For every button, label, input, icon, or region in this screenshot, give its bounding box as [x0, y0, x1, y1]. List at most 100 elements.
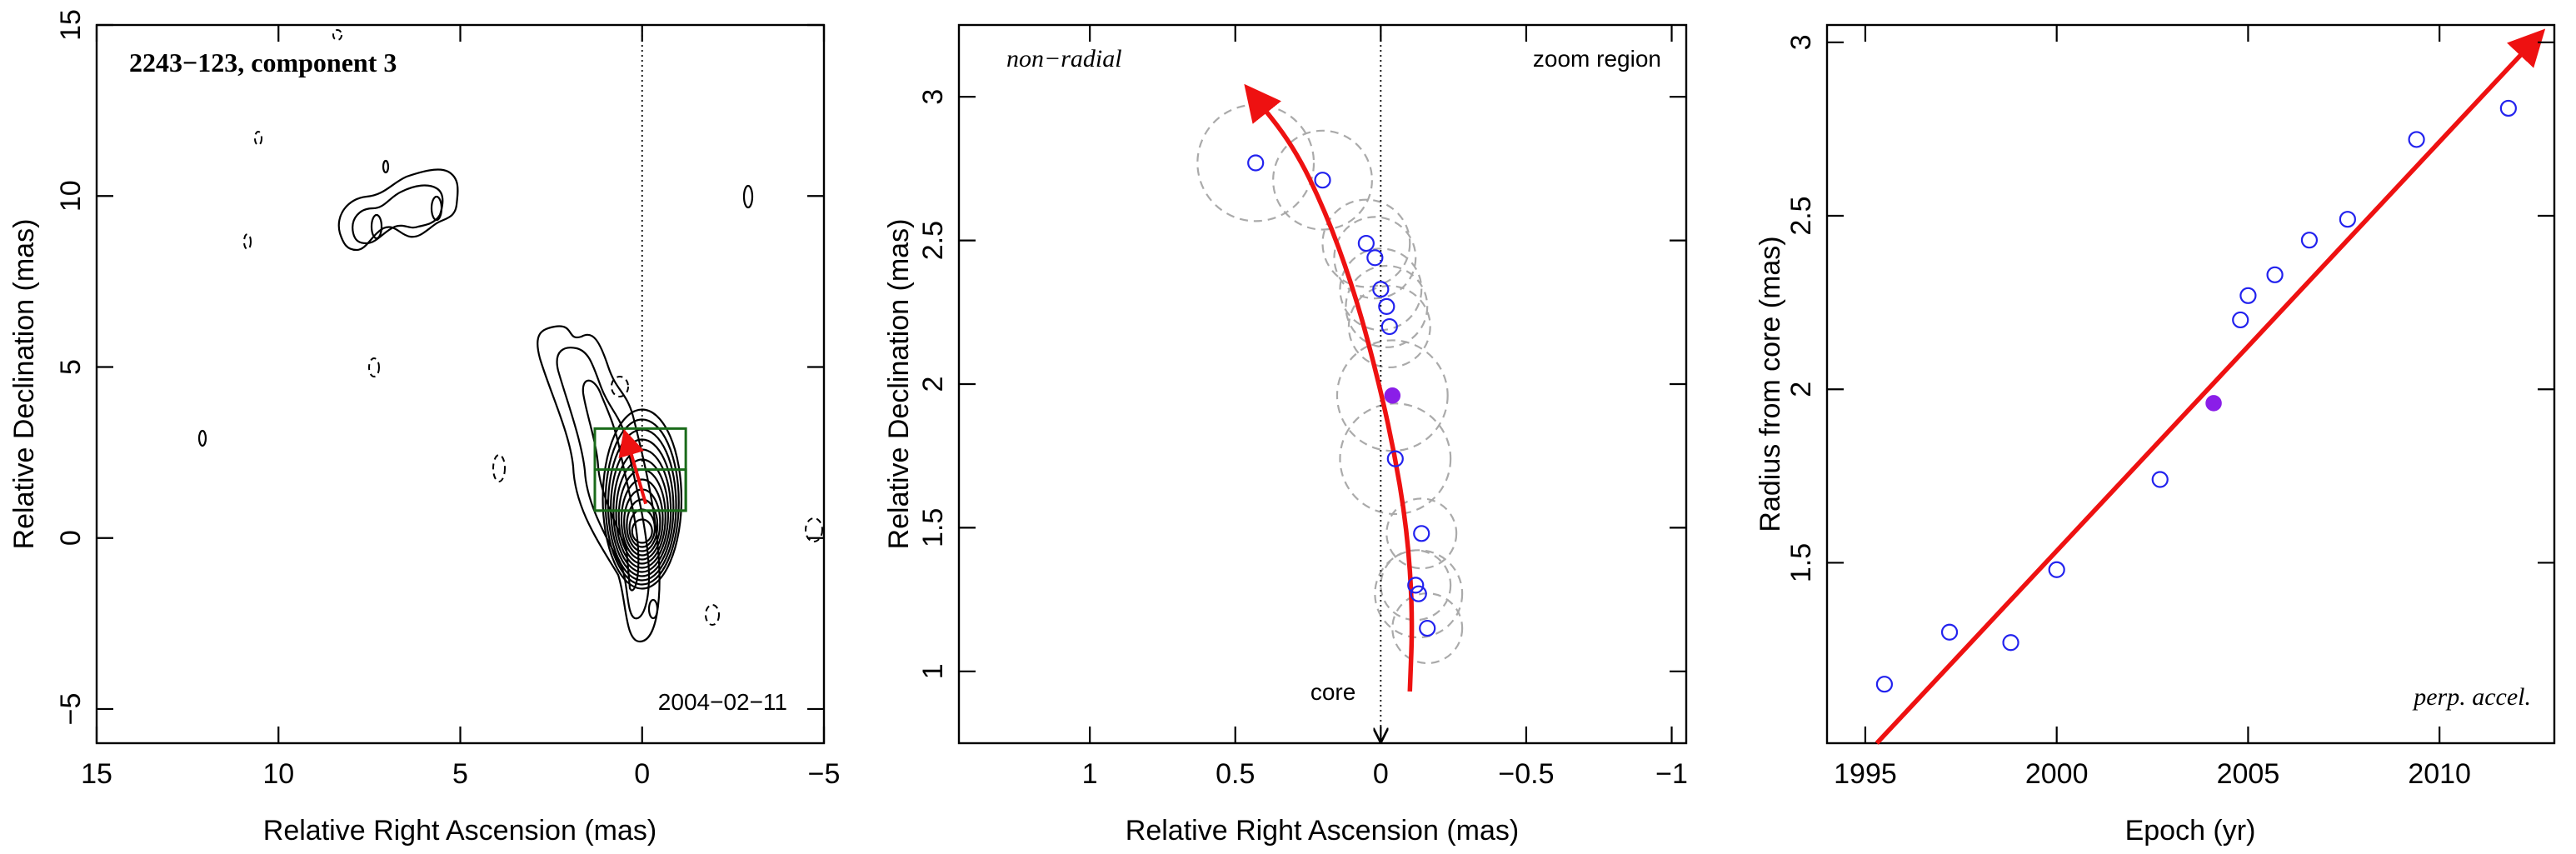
panel-2-x-axis-title: Relative Right Ascension (mas): [1126, 815, 1519, 847]
jet-contour: [582, 379, 640, 592]
highlighted-data-point: [1384, 387, 1401, 404]
cloud-contour: [352, 184, 444, 245]
data-point: [1413, 525, 1430, 542]
panel-2-zoom-region: 1 0.5 0 −0.5 −1 1 1.5 2 2.5 3 non−radial zoom reg…: [883, 23, 1688, 847]
panel-2-left-label: non−radial: [1006, 45, 1122, 72]
panel-3-corner-label: perp. accel.: [2412, 683, 2531, 711]
panel-1-date-label: 2004−02−11: [658, 689, 787, 715]
panel-2-y-tick-label: 3: [917, 89, 949, 105]
panel-2-ticks: 1 0.5 0 −0.5 −1 1 1.5 2 2.5 3: [917, 25, 1688, 790]
data-point: [2266, 266, 2284, 283]
panel-3-y-axis-title: Radius from core (mas): [1755, 236, 1786, 532]
data-point: [2151, 471, 2169, 488]
highlighted-data-point: [2205, 395, 2222, 412]
uncertainty-circles: [1196, 103, 1464, 665]
panel-3-y-tick-label: 2: [1785, 382, 1817, 397]
cloud-contour: [430, 195, 443, 222]
cloud-contour: [370, 213, 383, 240]
uncertainty-circle: [1391, 592, 1464, 665]
negative-contour: [492, 454, 506, 482]
data-point: [2339, 211, 2356, 228]
panel-3-y-tick-label: 1.5: [1785, 543, 1817, 582]
contour-map: [197, 29, 823, 643]
panel-1-ticks: 15 10 5 0 −5 −5 0 5 10 15: [55, 9, 840, 790]
panel-3-frame: [1825, 23, 2556, 745]
negative-contour: [254, 131, 262, 146]
panel-3-x-tick-label: 2000: [2025, 758, 2089, 790]
data-point: [2002, 634, 2019, 652]
panel-1-contour-map: 15 10 5 0 −5 −5 0 5 10 15 2243−123, component 3 2…: [8, 9, 840, 847]
core-contour: [620, 478, 664, 561]
negative-contour: [332, 29, 342, 41]
negative-contour: [368, 357, 380, 377]
uncertainty-circle: [1345, 264, 1429, 348]
panel-1-y-tick-label: 10: [55, 180, 87, 212]
isolated-contour: [647, 598, 659, 620]
panel-1-y-tick-label: −5: [55, 693, 87, 726]
core-contour: [626, 498, 659, 552]
data-point: [1357, 234, 1375, 252]
isolated-contour: [742, 184, 754, 209]
data-point: [1247, 154, 1265, 172]
data-point: [1940, 623, 1959, 641]
panel-2-y-tick-label: 1: [917, 663, 949, 679]
panel-2-trajectory-curve: [1244, 83, 1415, 692]
panel-1-x-tick-label: −5: [808, 758, 841, 790]
panel-3-ticks: 1995 2000 2005 2010 1.5 2 2.5 3: [1785, 25, 2554, 790]
zoom-box: [593, 468, 687, 512]
jet-contour: [556, 347, 650, 620]
panel-3-y-tick-label: 2.5: [1785, 196, 1817, 235]
panel-3-x-tick-label: 1995: [1834, 758, 1897, 790]
panel-1-x-tick-label: 0: [634, 758, 650, 790]
uncertainty-circle: [1380, 549, 1452, 622]
data-point: [1410, 585, 1427, 602]
panel-1-y-axis-title: Relative Declination (mas): [8, 219, 40, 550]
panel-1-frame: [95, 23, 826, 745]
data-point: [1407, 577, 1425, 594]
panel-3-points: [1875, 99, 2517, 693]
data-point: [1875, 676, 1894, 693]
panel-2-right-label: zoom region: [1533, 46, 1661, 72]
data-point: [1378, 297, 1395, 316]
core-contour: [615, 458, 670, 569]
panel-3-y-tick-label: 3: [1785, 34, 1817, 50]
panel-3-radius-vs-epoch: 1995 2000 2005 2010 1.5 2 2.5 3 perp. accel. Ep…: [1755, 23, 2556, 847]
panel-1-x-tick-label: 5: [452, 758, 468, 790]
core-label: core: [1310, 679, 1355, 705]
panel-2-x-tick-label: −1: [1655, 758, 1688, 790]
panel-1-y-tick-label: 0: [55, 530, 87, 546]
panel-1-motion-path: [618, 428, 648, 505]
data-point: [1386, 450, 1404, 467]
data-point: [2499, 99, 2517, 117]
panel-1-y-tick-label: 15: [55, 9, 87, 41]
core-contour: [602, 408, 683, 590]
panel-2-y-tick-label: 1.5: [917, 508, 949, 547]
uncertainty-circle: [1374, 549, 1464, 639]
uncertainty-circle: [1272, 129, 1373, 231]
data-point: [1380, 317, 1398, 336]
panel-2-x-tick-label: 0: [1373, 758, 1389, 790]
panel-1-y-tick-label: 5: [55, 359, 87, 375]
panel-2-x-tick-label: 1: [1082, 758, 1098, 790]
panel-2-y-tick-label: 2.5: [917, 221, 949, 260]
uncertainty-circle: [1347, 285, 1431, 369]
panel-1-x-tick-label: 10: [262, 758, 294, 790]
uncertainty-circle: [1321, 198, 1411, 288]
panel-1-title: 2243−123, component 3: [129, 47, 397, 77]
panel-3-x-axis-title: Epoch (yr): [2125, 815, 2256, 847]
panel-3-x-tick-label: 2010: [2408, 758, 2471, 790]
uncertainty-circle: [1339, 402, 1452, 516]
data-point: [2300, 232, 2319, 249]
isolated-contour: [197, 429, 207, 447]
panel-2-y-axis-title: Relative Declination (mas): [883, 219, 915, 550]
data-point: [1419, 619, 1436, 637]
uncertainty-circle: [1333, 216, 1417, 300]
panel-2-x-tick-label: 0.5: [1216, 758, 1255, 790]
data-point: [2408, 131, 2425, 148]
negative-contour: [243, 233, 252, 250]
data-point: [2239, 287, 2257, 304]
uncertainty-circle: [1385, 497, 1458, 570]
panel-2-x-tick-label: −0.5: [1498, 758, 1554, 790]
panel-2-points: [1247, 154, 1436, 637]
